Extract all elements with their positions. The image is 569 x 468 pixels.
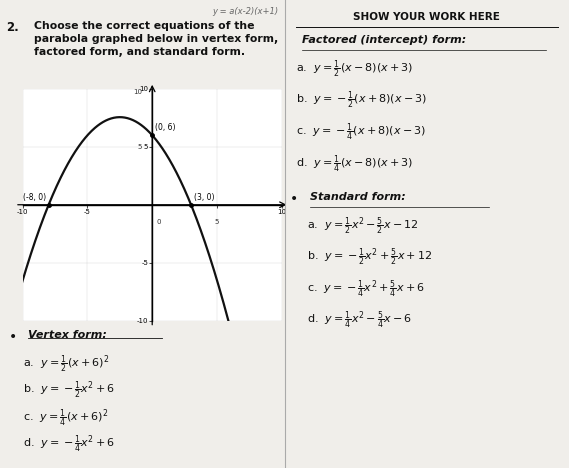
Text: Choose the correct equations of the
parabola graphed below in vertex form,
facto: Choose the correct equations of the para…	[34, 21, 278, 58]
Text: b.  $y = -\frac{1}{2}(x+8)(x-3)$: b. $y = -\frac{1}{2}(x+8)(x-3)$	[296, 90, 427, 111]
Text: Standard form:: Standard form:	[310, 192, 406, 202]
Text: 5: 5	[215, 219, 219, 225]
Text: (3, 0): (3, 0)	[194, 193, 215, 202]
Text: 0: 0	[156, 219, 160, 225]
Text: a.  $y = \frac{1}{2}(x-8)(x+3)$: a. $y = \frac{1}{2}(x-8)(x+3)$	[296, 58, 413, 80]
Text: SHOW YOUR WORK HERE: SHOW YOUR WORK HERE	[353, 12, 500, 22]
Text: 2.: 2.	[6, 21, 18, 34]
Text: d.  $y = \frac{1}{4}x^2 - \frac{5}{4}x - 6$: d. $y = \frac{1}{4}x^2 - \frac{5}{4}x - …	[307, 310, 413, 331]
Text: d.  $y = \frac{1}{4}(x-8)(x+3)$: d. $y = \frac{1}{4}(x-8)(x+3)$	[296, 154, 413, 175]
Text: y = a(x-2)(x+1): y = a(x-2)(x+1)	[213, 7, 279, 16]
Text: a.  $y = \frac{1}{2}(x+6)^2$: a. $y = \frac{1}{2}(x+6)^2$	[23, 353, 109, 375]
Text: b.  $y = -\frac{1}{2}x^2 + 6$: b. $y = -\frac{1}{2}x^2 + 6$	[23, 380, 115, 402]
Text: (0, 6): (0, 6)	[155, 124, 175, 132]
Text: Vertex form:: Vertex form:	[28, 330, 108, 340]
Text: •: •	[290, 192, 298, 206]
Text: c.  $y = -\frac{1}{4}(x+8)(x-3)$: c. $y = -\frac{1}{4}(x+8)(x-3)$	[296, 122, 426, 143]
Text: d.  $y = -\frac{1}{4}x^2 + 6$: d. $y = -\frac{1}{4}x^2 + 6$	[23, 434, 115, 455]
Text: b.  $y = -\frac{1}{2}x^2 + \frac{5}{2}x + 12$: b. $y = -\frac{1}{2}x^2 + \frac{5}{2}x +…	[307, 247, 433, 268]
Text: 10: 10	[133, 89, 142, 95]
Text: c.  $y = -\frac{1}{4}x^2 + \frac{5}{4}x + 6$: c. $y = -\frac{1}{4}x^2 + \frac{5}{4}x +…	[307, 278, 425, 300]
Text: •: •	[9, 330, 17, 344]
Text: a.  $y = \frac{1}{2}x^2 - \frac{5}{2}x - 12$: a. $y = \frac{1}{2}x^2 - \frac{5}{2}x - …	[307, 215, 419, 237]
Text: Factored (intercept) form:: Factored (intercept) form:	[302, 35, 466, 45]
Text: c.  $y = \frac{1}{4}(x+6)^2$: c. $y = \frac{1}{4}(x+6)^2$	[23, 407, 108, 429]
Text: 5: 5	[138, 144, 142, 150]
Text: (-8, 0): (-8, 0)	[23, 193, 46, 202]
